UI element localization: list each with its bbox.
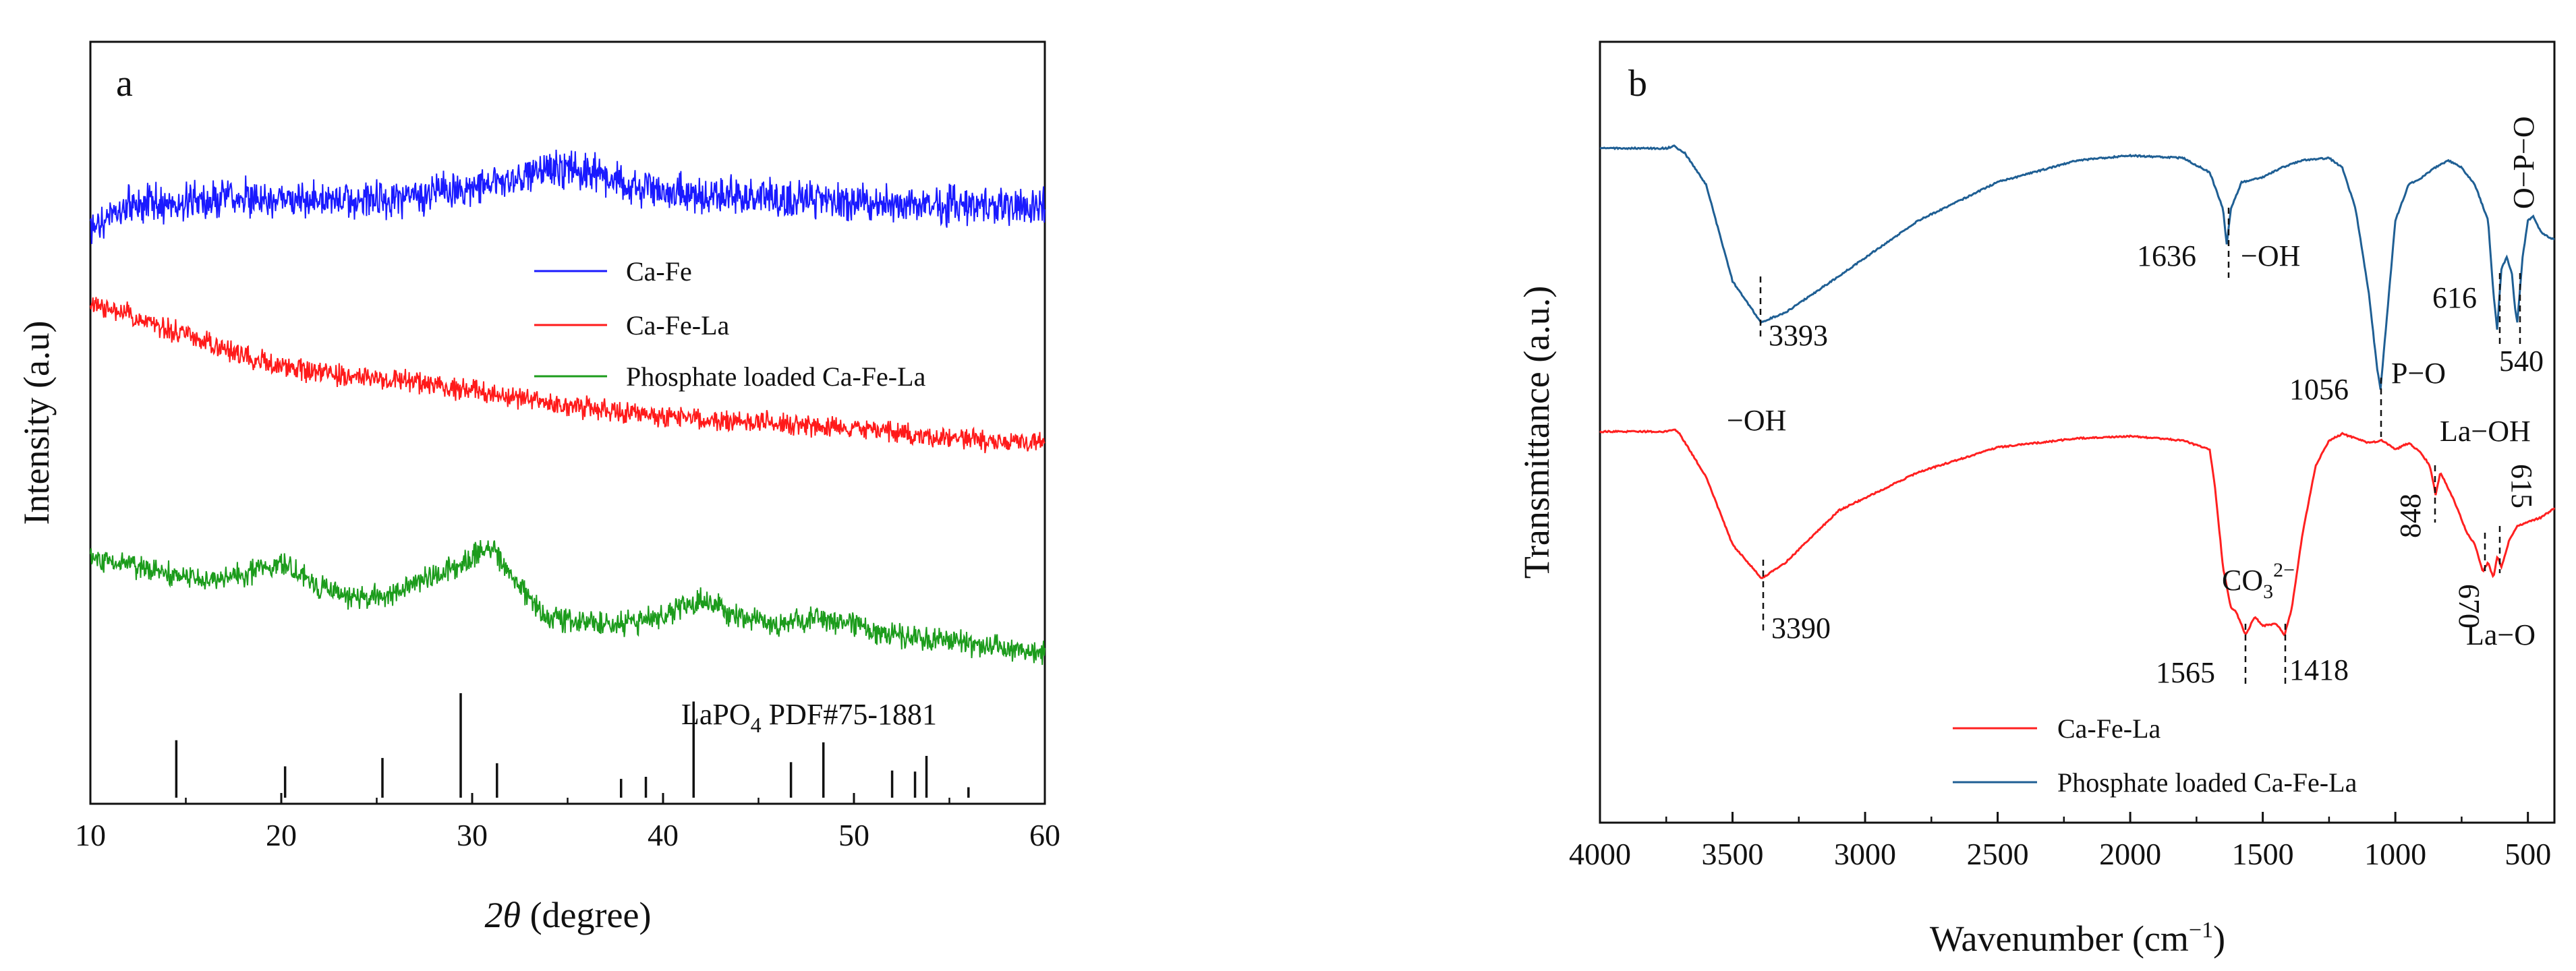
x-tick-label: 1000 <box>2364 837 2426 871</box>
x-tick-label: 10 <box>75 818 106 852</box>
x-tick-label: 3500 <box>1702 837 1764 871</box>
panel-b-label: b <box>1628 63 1647 105</box>
anno-670: 670 <box>2453 584 2486 628</box>
x-tick-label: 500 <box>2505 837 2551 871</box>
legend-label-phosphate: Phosphate loaded Ca-Fe-La <box>626 361 926 392</box>
x-tick-label: 4000 <box>1569 837 1631 871</box>
panel-a-legend: Ca-Fe Ca-Fe-La Phosphate loaded Ca-Fe-La <box>534 256 926 392</box>
anno-616: 616 <box>2432 281 2477 314</box>
panel-b-legend: Ca-Fe-La Phosphate loaded Ca-Fe-La <box>1953 713 2357 798</box>
legend-label-ftir-phosphate: Phosphate loaded Ca-Fe-La <box>2057 767 2357 798</box>
legend-label-ca-fe-la: Ca-Fe-La <box>626 310 730 341</box>
anno-oh-broad: −OH <box>1727 404 1786 437</box>
series-line-ca-fe-la <box>1599 428 2556 637</box>
anno-3390: 3390 <box>1771 612 1831 645</box>
reference-pattern-label: LaPO4 PDF#75-1881 <box>681 698 937 737</box>
panel-a-series <box>90 149 1046 666</box>
series-line-ca-fe-la <box>90 297 1046 454</box>
legend-label-ca-fe: Ca-Fe <box>626 256 692 287</box>
panel-a-reference-pattern <box>175 693 970 798</box>
x-tick-label: 30 <box>457 818 488 852</box>
x-tick-label: 2500 <box>1967 837 2029 871</box>
x-tick-label: 20 <box>266 818 297 852</box>
series-line-ca-fe <box>90 149 1046 244</box>
anno-po: P−O <box>2391 357 2446 390</box>
anno-615: 615 <box>2505 464 2538 508</box>
x-tick-label: 50 <box>838 818 869 852</box>
anno-la-oh: La−OH <box>2440 415 2531 448</box>
series-line-phosphate-loaded-ca-fe-la <box>90 540 1046 666</box>
anno-1418: 1418 <box>2289 653 2349 686</box>
anno-848: 848 <box>2394 494 2427 538</box>
anno-1565: 1565 <box>2156 656 2215 689</box>
anno-1636: 1636 <box>2137 239 2196 272</box>
panel-b-y-axis-title: Transmittance (a.u.) <box>1516 286 1557 579</box>
panel-b-x-axis-title: Wavenumber (cm−1) <box>1930 918 2225 959</box>
panel-a-label: a <box>116 63 133 105</box>
panel-b-peak-markers <box>1759 208 2521 686</box>
panel-a-x-axis-title: 2θ (degree) <box>485 895 652 935</box>
legend-label-ftir-ca-fe-la: Ca-Fe-La <box>2057 713 2161 744</box>
panel-a-y-axis-title: Intensity (a.u) <box>16 321 57 525</box>
x-tick-label: 40 <box>648 818 679 852</box>
x-tick-label: 3000 <box>1834 837 1896 871</box>
x-tick-label: 1500 <box>2232 837 2294 871</box>
panel-a-x-axis: 10 20 30 40 50 60 <box>75 793 1060 852</box>
anno-opo: O−P−O <box>2507 116 2540 209</box>
panel-a-plot-frame <box>89 40 1046 805</box>
series-line-phosphate-loaded-ca-fe-la <box>1599 144 2555 390</box>
anno-co3: CO32− <box>2222 559 2295 603</box>
panel-b-x-axis: 4000 3500 3000 2500 2000 1500 1000 500 <box>1569 812 2551 871</box>
anno-1056: 1056 <box>2289 373 2349 406</box>
panel-b-series <box>1599 144 2556 637</box>
panel-b-ftir-chart: b 4000 3500 3000 2500 2000 1500 1000 500 −OH 33… <box>1516 40 2556 959</box>
x-tick-label: 2000 <box>2099 837 2161 871</box>
anno-la-o: La−O <box>2466 618 2536 651</box>
panel-a-xrd-chart: a 10 20 30 40 50 60 LaPO4 PDF#75-1881 Ca-Fe C… <box>16 40 1060 935</box>
x-tick-label: 60 <box>1029 818 1060 852</box>
anno-oh-1636: −OH <box>2241 239 2300 272</box>
anno-3393: 3393 <box>1769 319 1828 352</box>
anno-540: 540 <box>2499 345 2544 378</box>
